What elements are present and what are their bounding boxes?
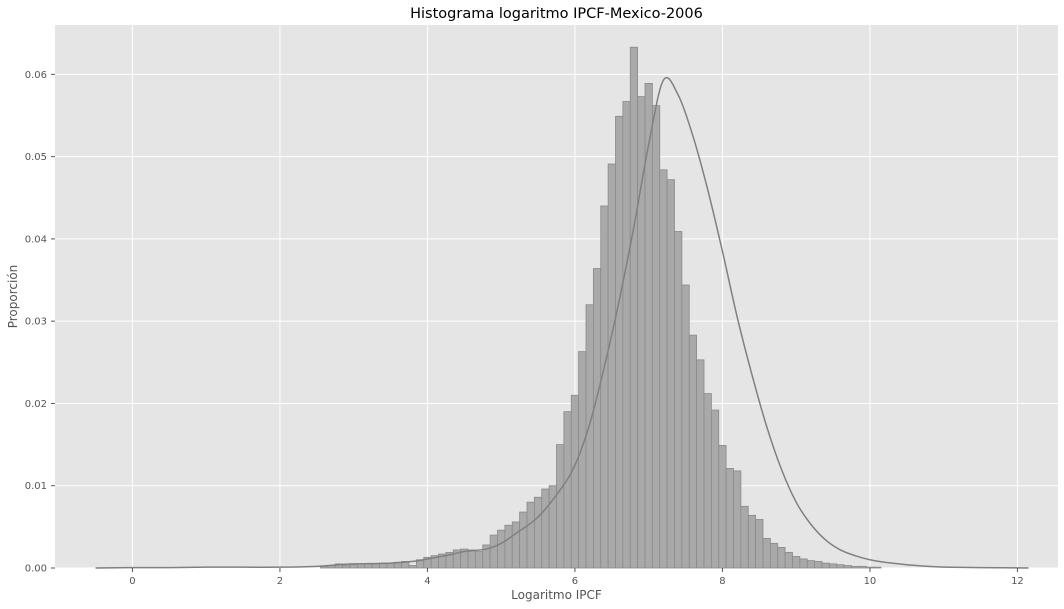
histogram-bar <box>725 468 734 569</box>
histogram-bar <box>526 501 535 569</box>
histogram-bar <box>511 521 521 569</box>
histogram-bar <box>467 549 476 569</box>
histogram-bar <box>519 511 528 569</box>
histogram-bar <box>349 564 358 569</box>
histogram-bar <box>696 359 705 569</box>
histogram-bar <box>762 537 771 569</box>
histogram-bar <box>814 561 823 569</box>
histogram-bar <box>865 566 875 569</box>
histogram-bar <box>578 351 587 569</box>
histogram-bar <box>622 101 631 569</box>
x-tick-label: 6 <box>572 576 578 587</box>
histogram-bar <box>371 563 380 569</box>
histogram-bar <box>792 556 801 569</box>
histogram-bar <box>585 304 594 569</box>
histogram-bar <box>592 268 602 569</box>
x-tick-label: 0 <box>129 576 135 587</box>
y-axis-label: Proporción <box>6 265 20 329</box>
x-axis-ticks: 0 2 4 6 8 10 12 <box>129 568 1024 587</box>
x-axis-label: Logaritmo IPCF <box>511 588 602 602</box>
histogram-bar <box>733 470 742 569</box>
x-tick-label: 8 <box>719 576 725 587</box>
y-tick-label: 0.03 <box>25 317 47 328</box>
histogram-bar <box>607 163 616 569</box>
histogram-bar <box>615 115 624 569</box>
histogram-bar <box>821 562 830 569</box>
x-tick-label: 2 <box>277 576 283 587</box>
histogram-bar <box>688 334 698 569</box>
histogram-bar <box>548 485 557 569</box>
histogram-bar <box>533 496 543 569</box>
histogram-bar <box>504 524 513 569</box>
y-axis-ticks: 0.00 0.01 0.02 0.03 0.04 0.05 0.06 <box>25 70 55 575</box>
histogram-bar <box>858 565 867 569</box>
y-tick-label: 0.06 <box>25 70 47 81</box>
histogram-bar <box>703 393 712 569</box>
y-tick-label: 0.00 <box>25 564 47 575</box>
histogram-bar <box>710 409 720 569</box>
y-tick-label: 0.05 <box>25 152 47 163</box>
grid-lines <box>55 25 1058 569</box>
histogram-bar <box>497 529 506 569</box>
histogram-bar <box>828 563 838 569</box>
histogram-bar <box>408 565 417 569</box>
histogram-bars <box>320 46 882 569</box>
histogram-bar <box>570 394 580 569</box>
histogram-bar <box>784 551 793 569</box>
y-tick-label: 0.01 <box>25 481 47 492</box>
histogram-bar <box>556 444 565 569</box>
y-tick-label: 0.02 <box>25 399 47 410</box>
histogram-bar <box>489 534 498 569</box>
y-tick-label: 0.04 <box>25 234 47 245</box>
histogram-bar <box>740 505 749 569</box>
x-tick-label: 4 <box>424 576 430 587</box>
histogram-bar <box>600 205 609 569</box>
histogram-bar <box>674 231 683 569</box>
histogram-bar <box>769 542 779 569</box>
histogram-bar <box>651 105 661 569</box>
histogram-bar <box>806 560 816 569</box>
histogram-bar <box>755 519 764 569</box>
histogram-bar <box>836 564 845 569</box>
histogram-bar <box>474 551 484 569</box>
histogram-bar <box>843 565 852 569</box>
kde-curve <box>95 76 1029 569</box>
histogram-bar <box>342 565 351 569</box>
histogram-bar <box>799 558 808 569</box>
x-tick-label: 10 <box>864 576 877 587</box>
histogram-bar <box>364 563 373 569</box>
histogram-bar <box>659 169 668 569</box>
x-tick-label: 12 <box>1011 576 1024 587</box>
histogram-bar <box>777 547 786 569</box>
histogram-bar <box>873 566 882 569</box>
chart-title: Histograma logaritmo IPCF-Mexico-2006 <box>410 6 703 22</box>
histogram-bar <box>681 284 690 569</box>
histogram-bar <box>718 445 727 569</box>
histogram-bar <box>747 514 757 569</box>
histogram-bar <box>851 565 860 569</box>
histogram-bar <box>629 46 639 569</box>
histogram-bar <box>541 488 550 569</box>
histogram-bar <box>563 411 572 569</box>
histogram-bar <box>666 179 675 569</box>
